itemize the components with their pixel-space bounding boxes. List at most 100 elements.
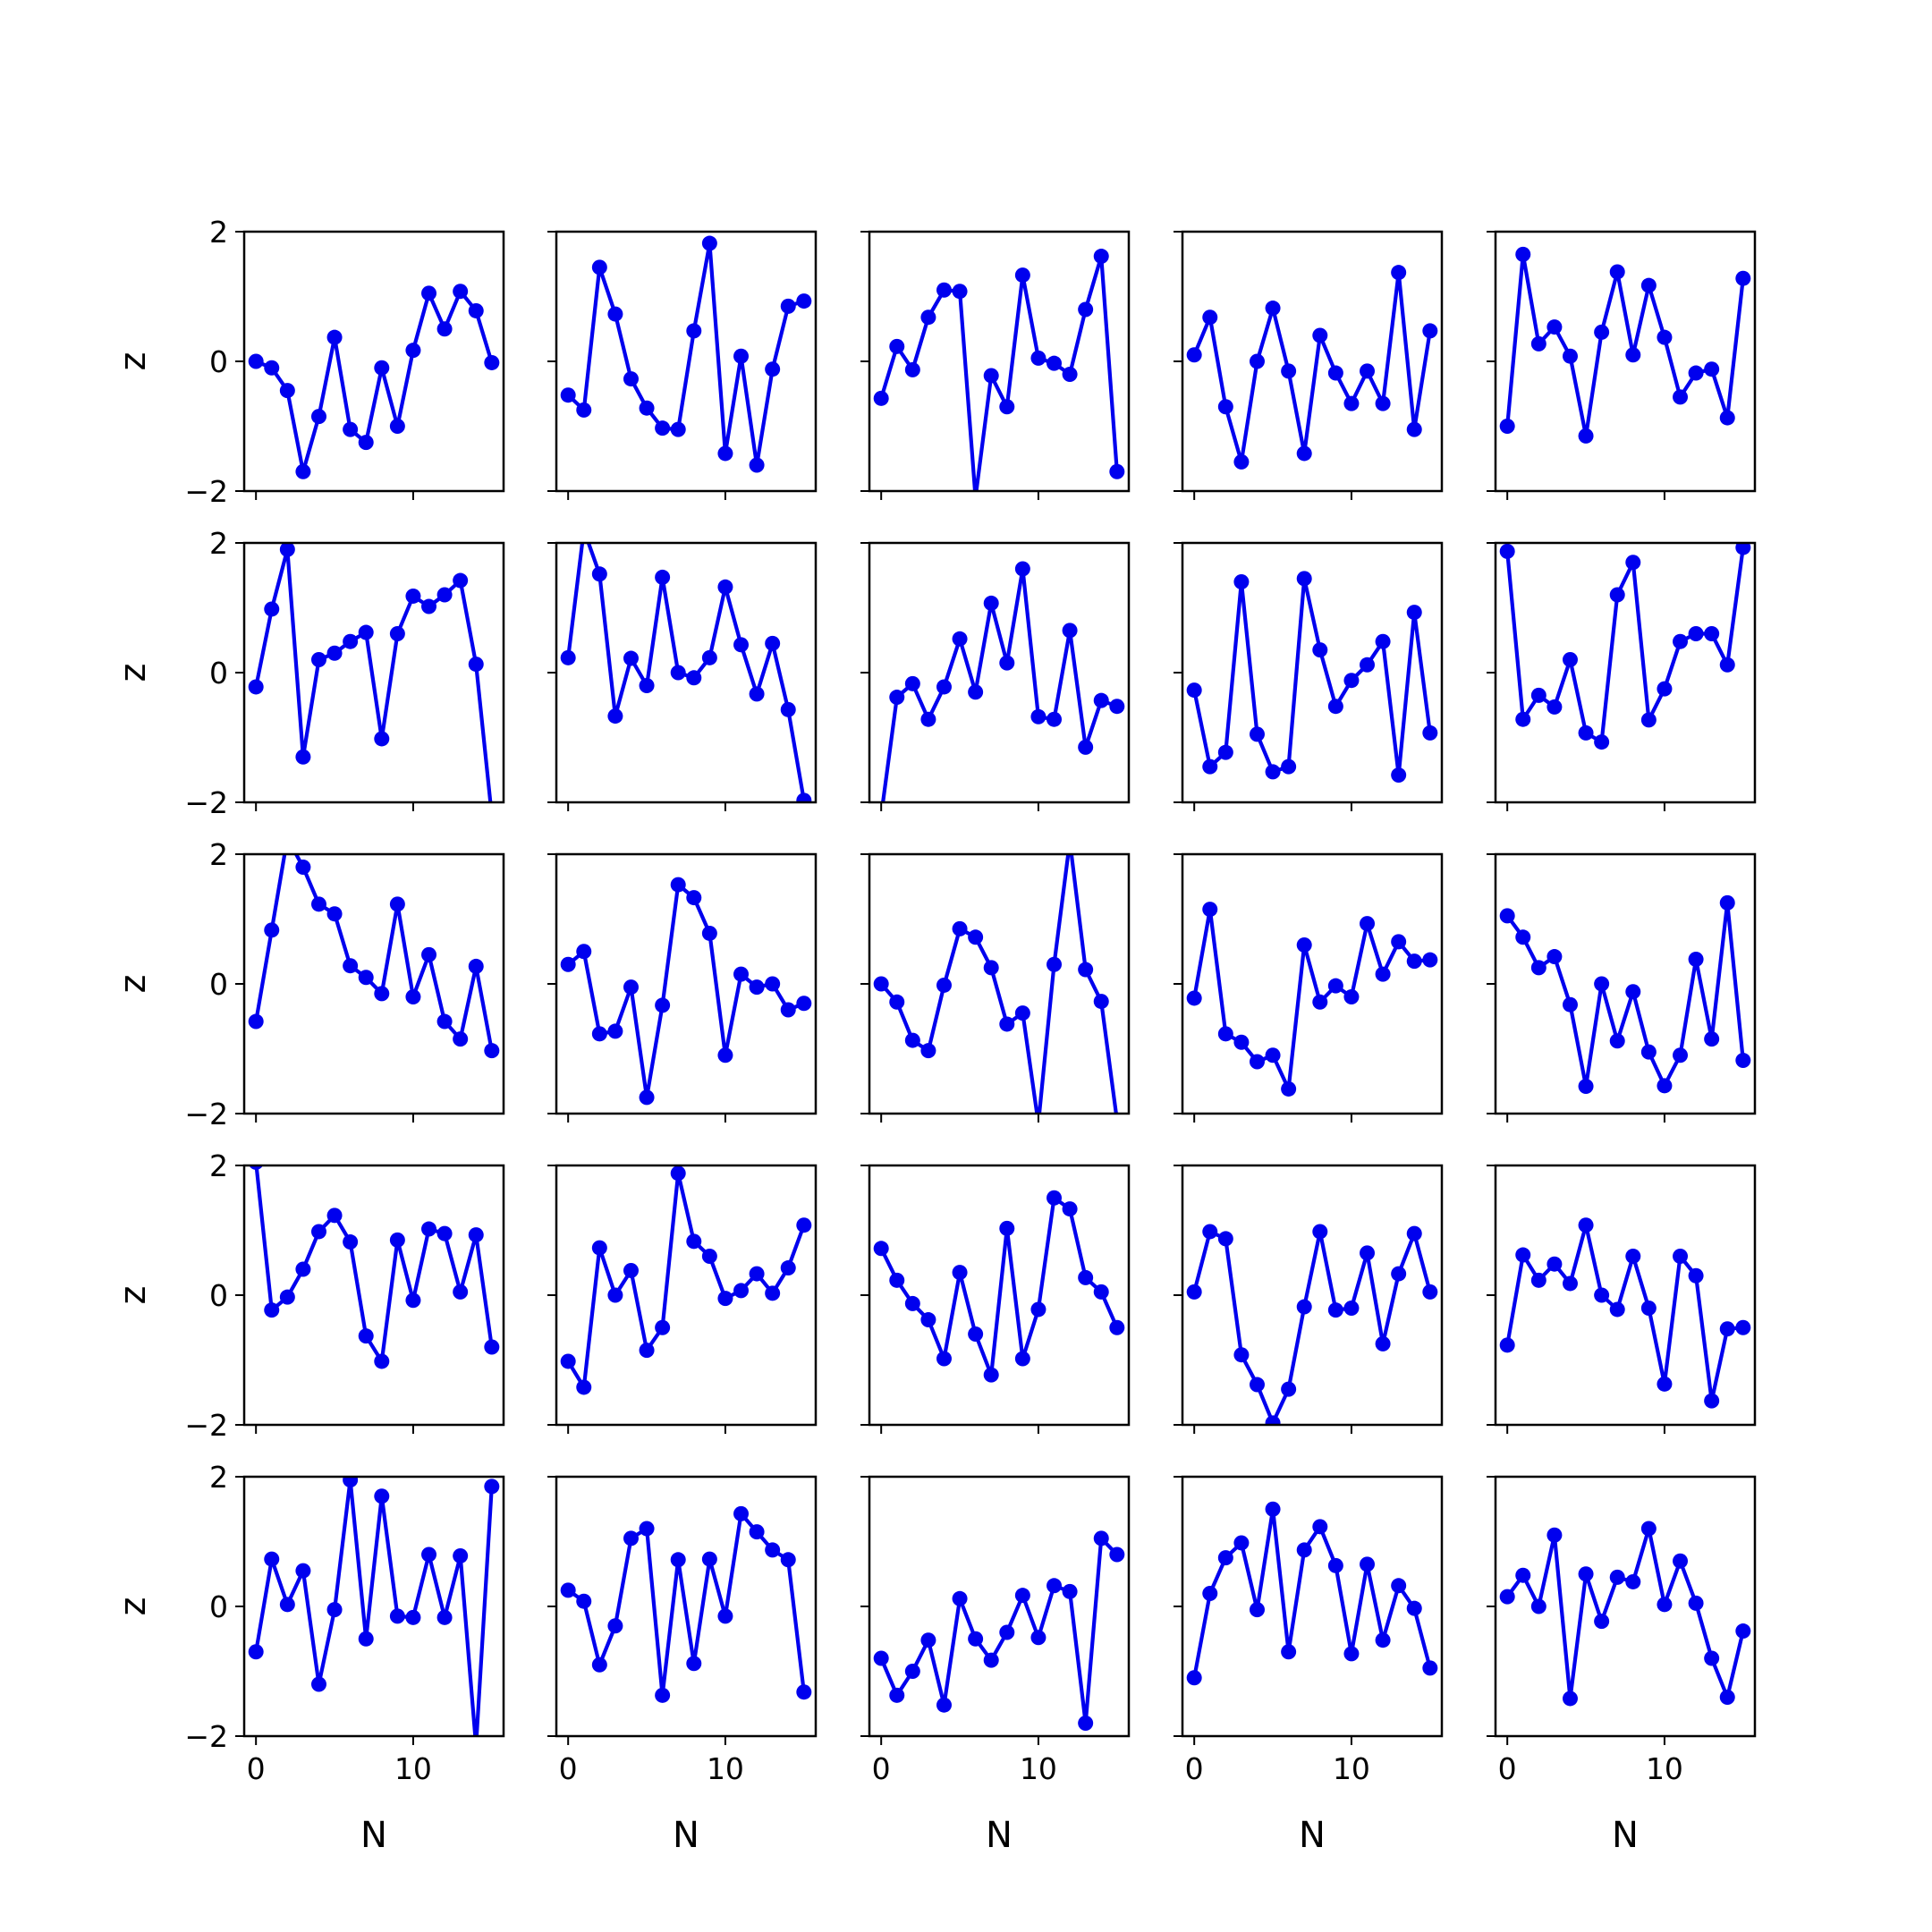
data-point bbox=[1281, 363, 1297, 379]
data-point bbox=[468, 302, 484, 318]
data-point bbox=[1265, 301, 1281, 317]
x-tick-label: 0 bbox=[1185, 1751, 1204, 1786]
data-point bbox=[904, 1664, 920, 1679]
subplot-3-3 bbox=[860, 852, 1131, 1123]
data-point bbox=[983, 595, 999, 611]
data-series bbox=[1499, 1217, 1751, 1409]
data-point bbox=[873, 390, 889, 406]
data-point bbox=[999, 1220, 1015, 1236]
data-point bbox=[765, 361, 781, 377]
data-point bbox=[1375, 1335, 1391, 1352]
data-point bbox=[1657, 681, 1673, 697]
data-point bbox=[1704, 626, 1720, 641]
data-point bbox=[295, 1563, 311, 1579]
x-axis-label: N bbox=[673, 1815, 699, 1856]
data-point bbox=[796, 1684, 812, 1700]
data-point bbox=[1296, 1542, 1312, 1558]
data-point bbox=[1312, 1519, 1328, 1535]
data-point bbox=[1530, 335, 1546, 352]
data-point bbox=[1406, 1600, 1422, 1616]
data-point bbox=[1625, 1573, 1641, 1589]
data-point bbox=[591, 1657, 607, 1673]
data-point bbox=[1625, 984, 1641, 1000]
data-point bbox=[717, 1608, 733, 1624]
data-point bbox=[607, 1023, 623, 1039]
series-line bbox=[1505, 252, 1745, 438]
data-point bbox=[1296, 445, 1312, 462]
subplot-5-4: 0 10N bbox=[1174, 1475, 1444, 1856]
data-point bbox=[468, 958, 484, 974]
data-point bbox=[248, 1013, 264, 1030]
data-point bbox=[1499, 908, 1515, 924]
data-point bbox=[310, 1676, 326, 1692]
data-point bbox=[264, 360, 280, 376]
axes-frame bbox=[868, 852, 1131, 1115]
data-series bbox=[1499, 894, 1751, 1095]
data-point bbox=[623, 371, 639, 387]
data-point bbox=[1046, 1578, 1063, 1594]
data-point bbox=[310, 1224, 326, 1240]
data-point bbox=[749, 1524, 765, 1540]
data-point bbox=[1109, 699, 1125, 715]
x-tick-label: 10 bbox=[707, 1751, 744, 1786]
series-line bbox=[1505, 1526, 1745, 1701]
data-series bbox=[560, 1165, 812, 1395]
y-axis-label: z bbox=[113, 352, 154, 371]
axes-frame bbox=[555, 541, 818, 804]
data-point bbox=[1594, 1287, 1610, 1303]
data-point bbox=[1735, 1053, 1751, 1069]
subplot-1-3 bbox=[860, 230, 1131, 500]
data-point bbox=[326, 329, 343, 345]
data-point bbox=[1515, 1567, 1531, 1583]
data-point bbox=[1391, 1266, 1407, 1282]
data-point bbox=[1217, 1550, 1233, 1566]
y-tick-label: 2 bbox=[209, 526, 228, 561]
data-point bbox=[343, 1234, 359, 1250]
data-point bbox=[248, 353, 264, 369]
series-line bbox=[1505, 1223, 1743, 1403]
data-point bbox=[1594, 324, 1610, 340]
data-point bbox=[1609, 264, 1625, 280]
data-point bbox=[1719, 410, 1735, 426]
series-line bbox=[879, 1196, 1119, 1377]
data-point bbox=[1375, 1632, 1391, 1648]
data-point bbox=[1093, 994, 1109, 1010]
subplot-5-2: 0 10N bbox=[547, 1475, 818, 1856]
data-point bbox=[1093, 249, 1109, 265]
data-point bbox=[1296, 1299, 1312, 1315]
data-point bbox=[1046, 956, 1063, 972]
subplot-2-5 bbox=[1487, 541, 1757, 811]
data-point bbox=[248, 679, 264, 695]
data-series bbox=[873, 1190, 1125, 1383]
data-point bbox=[999, 1016, 1015, 1032]
data-point bbox=[1360, 1556, 1376, 1572]
axes-frame bbox=[1494, 230, 1757, 493]
data-point bbox=[1515, 711, 1531, 727]
data-series bbox=[1186, 1501, 1438, 1686]
x-tick-label: 0 bbox=[1498, 1751, 1517, 1786]
data-point bbox=[889, 1687, 905, 1703]
data-point bbox=[1688, 365, 1704, 381]
x-tick-label: 10 bbox=[1020, 1751, 1057, 1786]
y-tick-label: 2 bbox=[209, 1148, 228, 1183]
data-point bbox=[1202, 1586, 1218, 1601]
data-point bbox=[1704, 1650, 1720, 1666]
data-point bbox=[326, 645, 343, 661]
data-point bbox=[686, 890, 702, 906]
data-series bbox=[873, 249, 1125, 491]
data-point bbox=[1406, 953, 1422, 970]
data-point bbox=[920, 1312, 936, 1328]
data-point bbox=[264, 1302, 280, 1318]
data-point bbox=[295, 860, 311, 875]
axes-frame bbox=[1181, 1164, 1444, 1427]
series-line bbox=[879, 1536, 1119, 1725]
data-point bbox=[1343, 673, 1360, 689]
data-point bbox=[873, 1650, 889, 1666]
data-point bbox=[421, 946, 437, 962]
data-point bbox=[248, 1644, 264, 1660]
data-point bbox=[1233, 453, 1250, 470]
data-point bbox=[623, 979, 639, 996]
data-point bbox=[1530, 1272, 1546, 1288]
data-point bbox=[1046, 355, 1063, 371]
data-point bbox=[1735, 1623, 1751, 1640]
